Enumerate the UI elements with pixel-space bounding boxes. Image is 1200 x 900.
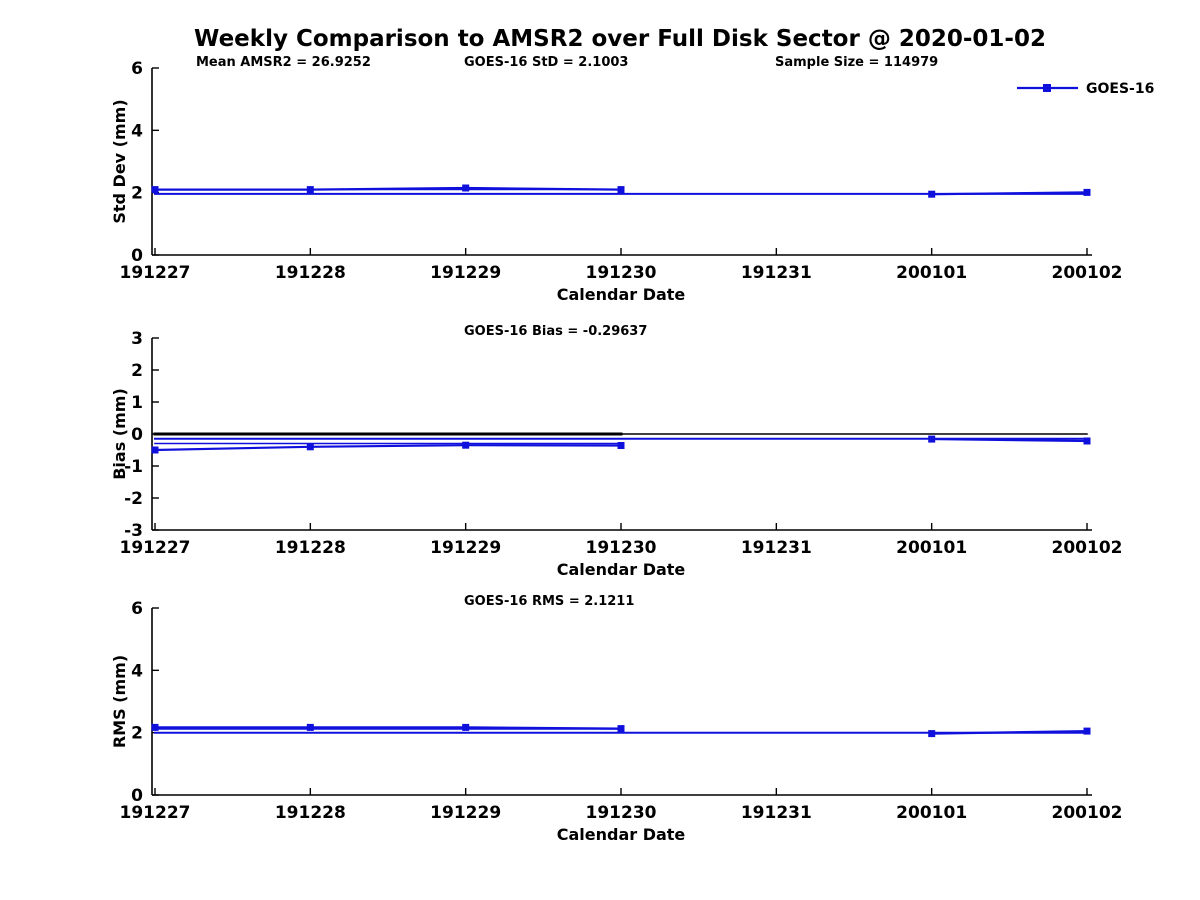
data-point-marker	[1083, 437, 1091, 445]
x-tick-label: 200101	[896, 803, 967, 823]
y-tick-label: 2	[131, 184, 143, 204]
y-tick-label: 6	[131, 599, 143, 619]
data-point-marker	[151, 723, 159, 731]
y-tick-label: 2	[131, 724, 143, 744]
x-tick-label: 191229	[430, 263, 501, 283]
y-tick-label: 0	[131, 786, 143, 806]
data-point-marker	[928, 435, 936, 443]
x-tick-label: 191229	[430, 538, 501, 558]
y-tick-label: 2	[131, 361, 143, 381]
x-axis-label: Calendar Date	[557, 285, 686, 304]
stat-annotation: GOES-16 Bias = -0.29637	[464, 324, 647, 339]
x-tick-label: 200101	[896, 263, 967, 283]
x-tick-label: 191231	[741, 263, 812, 283]
legend-label: GOES-16	[1086, 81, 1154, 97]
x-tick-label: 191231	[741, 538, 812, 558]
chart-title: Weekly Comparison to AMSR2 over Full Dis…	[194, 26, 1046, 52]
stat-annotation: Sample Size = 114979	[775, 55, 938, 70]
y-axis-label: Bias (mm)	[110, 388, 129, 480]
y-tick-label: 0	[131, 425, 143, 445]
x-tick-label: 200102	[1052, 803, 1123, 823]
data-point-marker	[1083, 188, 1091, 196]
y-tick-label: 6	[131, 59, 143, 79]
x-tick-label: 191230	[586, 538, 657, 558]
data-point-marker	[306, 723, 314, 731]
series-GOES-16	[153, 186, 1089, 196]
stat-annotation: Mean AMSR2 = 26.9252	[196, 55, 371, 70]
data-point-marker	[617, 442, 625, 449]
x-tick-label: 191227	[120, 263, 191, 283]
data-point-marker	[462, 441, 470, 449]
y-tick-label: -3	[124, 521, 143, 541]
data-point-marker	[1083, 727, 1091, 735]
legend-square-marker-icon	[1043, 84, 1051, 92]
data-point-marker	[462, 723, 470, 731]
x-tick-label: 191229	[430, 803, 501, 823]
data-point-marker	[151, 446, 159, 454]
chart-panels: 0 2 4 6 191227 191228 191229 191230 191231 200101…	[110, 55, 1122, 844]
data-point-marker	[928, 190, 936, 198]
panel-std-dev: 0 2 4 6 191227 191228 191229 191230 191231 200101…	[110, 55, 1122, 304]
data-point-marker	[617, 186, 625, 194]
stat-annotation: GOES-16 RMS = 2.1211	[464, 594, 634, 609]
stat-annotation: GOES-16 StD = 2.1003	[464, 55, 628, 70]
y-axis-label: Std Dev (mm)	[110, 99, 129, 223]
data-point-marker	[462, 184, 470, 192]
data-point-marker	[306, 186, 314, 194]
y-tick-label: 0	[131, 246, 143, 266]
x-tick-label: 200101	[896, 538, 967, 558]
data-point-marker	[617, 725, 625, 733]
data-point-marker	[928, 730, 936, 738]
panel-bias: -3 -2 -1 0 1 2 3 191227 191228 191229 191230 191231…	[110, 324, 1122, 579]
x-tick-label: 191230	[586, 803, 657, 823]
data-point-marker	[306, 443, 314, 451]
x-tick-label: 191227	[120, 803, 191, 823]
y-tick-label: -2	[124, 489, 143, 509]
x-axis-label: Calendar Date	[557, 825, 686, 844]
data-point-marker	[151, 186, 159, 194]
series-GOES-16	[153, 726, 1089, 735]
x-axis-label: Calendar Date	[557, 560, 686, 579]
panel-rms: 0 2 4 6 191227 191228 191229 191230 191231 200101…	[110, 594, 1122, 844]
series-GOES-16	[153, 437, 1089, 452]
x-tick-label: 200102	[1052, 538, 1123, 558]
legend: GOES-16	[1017, 81, 1154, 97]
x-tick-label: 191228	[275, 263, 346, 283]
y-axis-label: RMS (mm)	[110, 655, 129, 748]
y-tick-label: 3	[131, 329, 143, 349]
x-tick-label: 191231	[741, 803, 812, 823]
x-tick-label: 191230	[586, 263, 657, 283]
y-tick-label: 4	[131, 661, 143, 681]
y-tick-label: -1	[124, 457, 143, 477]
x-tick-label: 200102	[1052, 263, 1123, 283]
x-tick-label: 191227	[120, 538, 191, 558]
x-tick-label: 191228	[275, 803, 346, 823]
y-tick-label: 4	[131, 121, 143, 141]
y-tick-label: 1	[131, 393, 143, 413]
x-tick-label: 191228	[275, 538, 346, 558]
